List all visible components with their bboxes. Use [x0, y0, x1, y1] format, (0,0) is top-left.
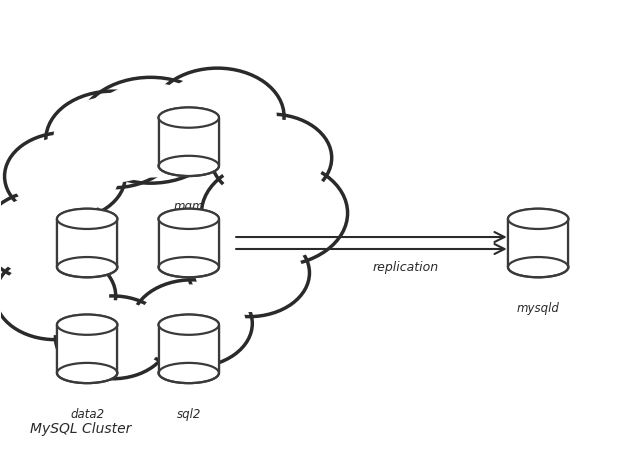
Polygon shape	[57, 219, 117, 267]
Polygon shape	[508, 219, 568, 267]
Ellipse shape	[57, 257, 117, 277]
Circle shape	[63, 301, 163, 374]
Ellipse shape	[159, 363, 219, 383]
Circle shape	[0, 195, 101, 276]
Polygon shape	[159, 325, 219, 373]
Circle shape	[131, 280, 252, 367]
Polygon shape	[508, 219, 568, 267]
Circle shape	[0, 252, 115, 340]
Circle shape	[159, 74, 276, 159]
Ellipse shape	[508, 209, 568, 229]
Circle shape	[78, 77, 224, 183]
Circle shape	[46, 91, 179, 188]
Text: mgm: mgm	[174, 200, 204, 213]
Circle shape	[139, 285, 245, 362]
Text: sql2: sql2	[177, 407, 201, 420]
Ellipse shape	[159, 156, 219, 176]
Circle shape	[151, 68, 284, 165]
Circle shape	[189, 229, 309, 317]
Text: MySQL Cluster: MySQL Cluster	[30, 422, 131, 436]
Ellipse shape	[159, 314, 219, 335]
Ellipse shape	[57, 314, 117, 335]
Polygon shape	[159, 219, 219, 267]
Text: data1: data1	[70, 302, 104, 315]
Circle shape	[196, 234, 302, 312]
Ellipse shape	[57, 209, 117, 229]
Polygon shape	[57, 325, 117, 373]
Ellipse shape	[508, 257, 568, 277]
Circle shape	[56, 296, 170, 379]
Ellipse shape	[159, 209, 219, 229]
Circle shape	[4, 132, 125, 220]
Ellipse shape	[57, 363, 117, 383]
Text: replication: replication	[373, 262, 439, 275]
Circle shape	[0, 190, 109, 282]
Polygon shape	[159, 118, 219, 166]
Polygon shape	[159, 118, 219, 166]
Text: sql1: sql1	[177, 302, 201, 315]
Ellipse shape	[508, 209, 568, 229]
Circle shape	[202, 160, 348, 266]
Circle shape	[211, 167, 339, 260]
Ellipse shape	[159, 107, 219, 128]
Polygon shape	[57, 219, 117, 267]
Polygon shape	[159, 325, 219, 373]
Text: mysqld: mysqld	[517, 302, 560, 315]
Circle shape	[211, 114, 332, 201]
Circle shape	[86, 84, 215, 177]
Ellipse shape	[159, 107, 219, 128]
Circle shape	[12, 138, 118, 215]
Polygon shape	[159, 219, 219, 267]
Ellipse shape	[57, 314, 117, 335]
Ellipse shape	[159, 257, 219, 277]
Ellipse shape	[159, 209, 219, 229]
Circle shape	[3, 257, 108, 334]
Ellipse shape	[57, 209, 117, 229]
Ellipse shape	[159, 314, 219, 335]
Circle shape	[218, 119, 325, 196]
Polygon shape	[57, 325, 117, 373]
Circle shape	[54, 97, 171, 182]
Text: data2: data2	[70, 407, 104, 420]
